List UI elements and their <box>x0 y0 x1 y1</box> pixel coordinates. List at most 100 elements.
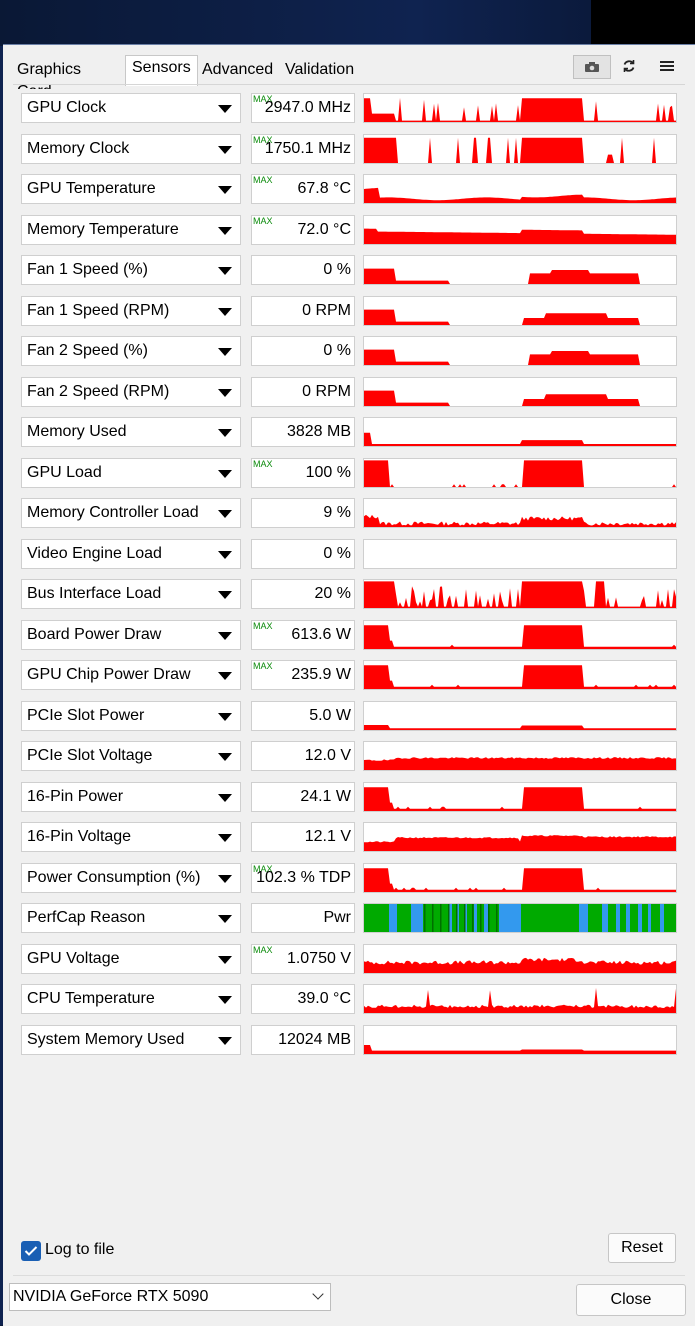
sensor-name-dropdown[interactable]: GPU Temperature <box>21 174 241 204</box>
reset-button[interactable]: Reset <box>608 1233 676 1263</box>
sensor-value-box: 12.0 V <box>251 741 355 771</box>
sensor-name-dropdown[interactable]: PCIe Slot Voltage <box>21 741 241 771</box>
sensor-name-dropdown[interactable]: Fan 2 Speed (RPM) <box>21 376 241 407</box>
sensor-value-box: MAX 72.0 °C <box>251 214 355 245</box>
sensor-name: 16-Pin Power <box>27 787 124 805</box>
sensor-name-dropdown[interactable]: 16-Pin Power <box>21 781 241 812</box>
sensor-graph <box>363 174 677 204</box>
sensor-name-dropdown[interactable]: CPU Temperature <box>21 984 241 1014</box>
sensor-graph-plot <box>364 867 676 892</box>
sensor-value: Pwr <box>323 909 351 926</box>
sensor-name-dropdown[interactable]: Fan 1 Speed (RPM) <box>21 295 241 326</box>
sensor-name: System Memory Used <box>27 1030 185 1048</box>
sensor-name-dropdown[interactable]: 16-Pin Voltage <box>21 822 241 852</box>
sensor-name: Power Consumption (%) <box>27 868 201 886</box>
dropdown-arrow-icon <box>218 469 232 478</box>
sensor-name-dropdown[interactable]: System Memory Used <box>21 1024 241 1055</box>
refresh-button[interactable] <box>611 55 647 77</box>
max-indicator: MAX <box>253 944 273 955</box>
sensor-name-dropdown[interactable]: PCIe Slot Power <box>21 700 241 731</box>
perfcap-band <box>626 904 630 932</box>
sensor-name-dropdown[interactable]: Bus Interface Load <box>21 579 241 609</box>
dropdown-arrow-icon <box>218 631 232 640</box>
sensor-name-dropdown[interactable]: Power Consumption (%) <box>21 862 241 893</box>
sensor-name-dropdown[interactable]: Board Power Draw <box>21 619 241 650</box>
sensor-graph-area <box>364 349 676 365</box>
sensor-name: GPU Chip Power Draw <box>27 666 191 683</box>
perfcap-tick <box>496 904 498 932</box>
sensor-name: Fan 2 Speed (RPM) <box>27 382 170 400</box>
perfcap-tick <box>456 904 458 932</box>
sensor-name: Memory Temperature <box>27 220 179 238</box>
sensor-graph-area <box>364 867 676 892</box>
sensor-row: Video Engine Load 0 % <box>21 538 688 571</box>
sensor-name-dropdown[interactable]: Fan 2 Speed (%) <box>21 336 241 366</box>
sensor-value-box: 39.0 °C <box>251 984 355 1014</box>
dropdown-arrow-icon <box>218 550 232 559</box>
perfcap-band <box>638 904 642 932</box>
sensor-graph-plot <box>364 757 676 770</box>
sensor-graph <box>363 903 677 933</box>
sensor-value-box: 9 % <box>251 498 355 528</box>
sensor-name-dropdown[interactable]: Memory Clock <box>21 133 241 164</box>
perfcap-tick <box>448 904 450 932</box>
sensor-graph <box>363 295 677 326</box>
perfcap-band <box>474 904 477 932</box>
sensor-graph <box>363 538 677 569</box>
sensor-value-box: 20 % <box>251 579 355 609</box>
sensor-row: GPU Chip Power Draw MAX 235.9 W <box>21 660 688 692</box>
sensor-graph-plot <box>364 97 676 122</box>
gpu-select-dropdown[interactable]: NVIDIA GeForce RTX 5090 <box>9 1283 331 1311</box>
screenshot-button[interactable] <box>573 55 611 79</box>
sensor-graph-plot <box>364 309 676 325</box>
sensor-graph <box>363 93 677 123</box>
sensor-value-box: MAX 235.9 W <box>251 660 355 690</box>
sensor-name-dropdown[interactable]: GPU Chip Power Draw <box>21 660 241 690</box>
sensor-name-dropdown[interactable]: Video Engine Load <box>21 538 241 569</box>
perfcap-band <box>660 904 664 932</box>
tab-validation[interactable]: Validation <box>285 61 355 78</box>
sensor-value-box: 24.1 W <box>251 781 355 812</box>
dropdown-arrow-icon <box>218 429 232 437</box>
close-button[interactable]: Close <box>576 1284 686 1316</box>
sensor-graph-area <box>364 514 676 527</box>
sensor-name-dropdown[interactable]: GPU Load <box>21 457 241 488</box>
tab-advanced[interactable]: Advanced <box>202 61 274 78</box>
sensor-name-dropdown[interactable]: GPU Clock <box>21 93 241 123</box>
sensor-graph-plot <box>364 137 676 163</box>
sensor-value: 0 % <box>323 261 351 278</box>
menu-button[interactable] <box>649 55 685 77</box>
sensor-graph-plot <box>364 987 676 1013</box>
sensor-name-dropdown[interactable]: Fan 1 Speed (%) <box>21 255 241 285</box>
sensor-graph <box>363 376 677 407</box>
sensor-row: Fan 1 Speed (%) 0 % <box>21 255 688 287</box>
sensor-name-dropdown[interactable]: Memory Temperature <box>21 214 241 245</box>
sensor-graph-area <box>364 228 676 244</box>
perfcap-band <box>579 904 588 932</box>
dropdown-arrow-icon <box>218 591 232 599</box>
sensor-name-dropdown[interactable]: GPU Voltage <box>21 943 241 974</box>
sensor-name-dropdown[interactable]: Memory Used <box>21 417 241 447</box>
sensor-graph-plot <box>364 187 676 203</box>
tab-graphics-card[interactable]: Graphics Card <box>17 61 82 100</box>
sensor-value: 12.0 V <box>304 747 351 764</box>
sensor-graph-plot <box>364 349 676 365</box>
log-to-file-label[interactable]: Log to file <box>45 1241 115 1258</box>
sensor-graph-plot <box>364 957 676 973</box>
sensor-graph <box>363 943 677 974</box>
sensor-value: 0 % <box>323 342 351 359</box>
perfcap-band <box>389 904 397 932</box>
sensor-name-dropdown[interactable]: Memory Controller Load <box>21 498 241 528</box>
sensor-name: PCIe Slot Power <box>27 706 145 724</box>
sensor-graph-plot <box>364 432 676 446</box>
sensor-row: 16-Pin Voltage 12.1 V <box>21 822 688 854</box>
log-to-file-checkbox[interactable] <box>21 1241 41 1261</box>
sensor-list: GPU Clock MAX 2947.0 MHz Memory Clock MAX 175… <box>13 89 687 1107</box>
sensor-name-dropdown[interactable]: PerfCap Reason <box>21 903 241 933</box>
sensor-name: Board Power Draw <box>27 625 162 643</box>
tab-sensors[interactable]: Sensors <box>125 55 198 86</box>
sensor-graph-area <box>364 957 676 973</box>
perfcap-tick <box>432 904 434 932</box>
sensor-graph-area <box>364 459 676 487</box>
sensor-graph-plot <box>364 459 676 487</box>
